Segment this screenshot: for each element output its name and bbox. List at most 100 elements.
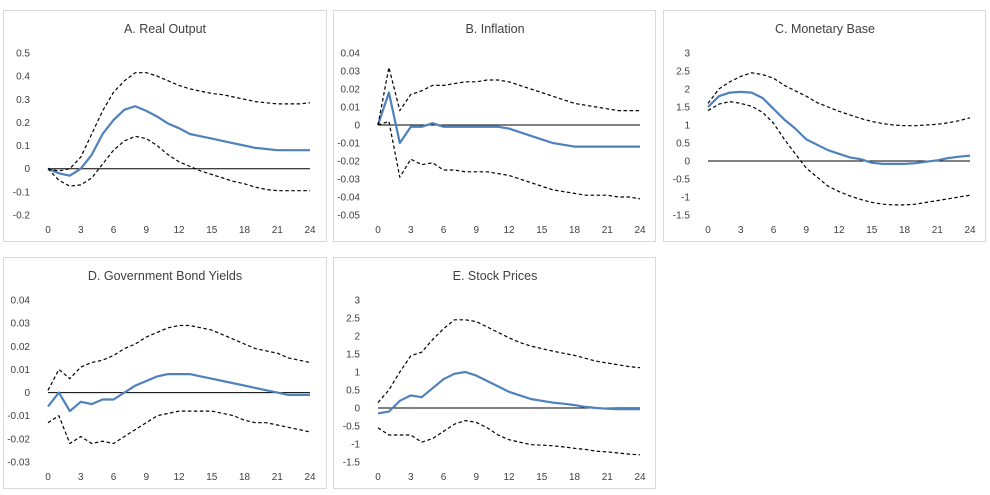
x-tick-label: 9 [143, 225, 149, 236]
y-tick-label: -1 [351, 440, 360, 451]
x-tick-label: 6 [441, 225, 447, 236]
impulse-response-line [376, 91, 640, 148]
x-tick-label: 21 [932, 225, 944, 236]
x-tick-label: 3 [738, 225, 744, 236]
y-tick-label: 1.5 [676, 103, 690, 114]
chart-panel-real-output: A. Real Output -0.2 -0.1 0 0.1 0.2 0.3 0.4 0.5 0 3… [3, 10, 327, 242]
y-tick-label: 0.03 [11, 319, 31, 330]
impulse-response-line [47, 105, 310, 177]
x-tick-label: 6 [111, 225, 117, 236]
x-tick-label: 24 [634, 225, 646, 236]
x-tick-label: 3 [408, 225, 414, 236]
x-tick-label: 0 [705, 225, 711, 236]
lower-confidence-band [707, 100, 971, 206]
y-tick-label: 3 [354, 296, 360, 307]
y-tick-label: 0 [354, 404, 360, 415]
y-tick-label: -0.02 [337, 157, 360, 168]
y-tick-label: 0.04 [11, 296, 31, 307]
x-tick-label: 0 [45, 472, 51, 483]
y-tick-label: -0.02 [7, 434, 30, 445]
chart-title: B. Inflation [465, 22, 524, 36]
x-tick-label: 15 [536, 225, 548, 236]
lower-confidence-band [47, 410, 311, 445]
chart-panel-government-bond-yields: D. Government Bond Yields -0.03 -0.02 -0.01… [3, 257, 327, 489]
x-tick-label: 12 [173, 472, 185, 483]
x-tick-label: 3 [408, 472, 414, 483]
y-tick-label: 0.5 [346, 386, 360, 397]
chart-title: A. Real Output [124, 22, 207, 36]
chart-title: E. Stock Prices [453, 269, 538, 283]
x-tick-label: 9 [143, 472, 149, 483]
x-tick-label: 18 [899, 225, 911, 236]
lower-confidence-band [47, 135, 310, 192]
chart-title: D. Government Bond Yields [88, 269, 242, 283]
x-tick-label: 18 [239, 225, 251, 236]
x-tick-label: 15 [206, 225, 218, 236]
x-tick-label: 21 [602, 225, 614, 236]
y-tick-label: 0 [354, 121, 360, 132]
y-tick-label: 2.5 [676, 67, 690, 78]
x-tick-label: 18 [239, 472, 251, 483]
x-tick-label: 9 [473, 472, 479, 483]
x-tick-label: 0 [375, 472, 381, 483]
x-tick-label: 12 [503, 225, 515, 236]
y-tick-label: -0.5 [343, 422, 361, 433]
chart-svg: C. Monetary Base -1.5 -1 -0.5 0 0.5 1 1.5 2 2.5 3 0… [673, 22, 976, 236]
x-tick-label: 21 [272, 225, 284, 236]
x-tick-label: 3 [78, 225, 84, 236]
x-tick-label: 24 [304, 225, 316, 236]
y-tick-label: 0.01 [341, 103, 361, 114]
lower-confidence-band [377, 120, 641, 200]
y-tick-label: 1 [354, 368, 360, 379]
y-tick-label: 0.03 [341, 67, 361, 78]
y-tick-label: -0.2 [13, 211, 31, 222]
x-tick-label: 6 [441, 472, 447, 483]
y-tick-label: 3 [684, 49, 690, 60]
y-tick-label: 0.4 [16, 72, 30, 83]
impulse-response-line [377, 370, 640, 415]
x-tick-label: 9 [803, 225, 809, 236]
y-tick-label: -0.04 [337, 193, 360, 204]
y-tick-label: 0.02 [11, 342, 31, 353]
x-tick-label: 15 [206, 472, 218, 483]
y-tick-label: 0 [24, 164, 30, 175]
upper-confidence-band [47, 72, 311, 172]
y-tick-label: 0.5 [676, 139, 690, 150]
upper-confidence-band [707, 72, 971, 127]
y-tick-label: -0.1 [13, 187, 31, 198]
x-tick-label: 18 [569, 472, 581, 483]
chart-panel-monetary-base: C. Monetary Base -1.5 -1 -0.5 0 0.5 1 1.5 2 2.5 3 0… [663, 10, 986, 242]
upper-confidence-band [377, 66, 640, 126]
upper-confidence-band [47, 324, 311, 391]
y-tick-label: 0.3 [16, 95, 30, 106]
impulse-response-line [47, 372, 310, 413]
chart-panel-stock-prices: E. Stock Prices -1.5 -1 -0.5 0 0.5 1 1.5 2 2.5 3 0 3… [333, 257, 656, 489]
y-tick-label: -1.5 [673, 211, 691, 222]
chart-svg: A. Real Output -0.2 -0.1 0 0.1 0.2 0.3 0.4 0.5 0 3… [13, 22, 316, 236]
y-tick-label: -0.01 [337, 139, 360, 150]
x-tick-label: 6 [111, 472, 117, 483]
y-tick-label: -0.03 [7, 458, 30, 469]
x-tick-label: 24 [634, 472, 646, 483]
y-tick-label: 1.5 [346, 350, 360, 361]
x-tick-label: 21 [272, 472, 284, 483]
x-tick-label: 15 [536, 472, 548, 483]
x-tick-label: 18 [569, 225, 581, 236]
y-tick-label: 0 [684, 157, 690, 168]
y-tick-label: 0.01 [11, 365, 31, 376]
x-tick-label: 24 [964, 225, 976, 236]
y-tick-label: 2 [354, 332, 360, 343]
impulse-response-line [707, 90, 971, 165]
chart-title: C. Monetary Base [775, 22, 875, 36]
x-tick-label: 24 [304, 472, 316, 483]
x-tick-label: 12 [173, 225, 185, 236]
y-tick-label: -0.5 [673, 175, 691, 186]
x-tick-label: 3 [78, 472, 84, 483]
y-tick-label: 0 [24, 388, 30, 399]
x-tick-label: 12 [833, 225, 845, 236]
y-tick-label: -0.05 [337, 211, 360, 222]
y-tick-label: -1 [681, 193, 690, 204]
chart-svg: B. Inflation -0.05 -0.04 -0.03 -0.02 -0.01 0 0.… [337, 22, 646, 236]
y-tick-label: 2.5 [346, 314, 360, 325]
x-tick-label: 12 [503, 472, 515, 483]
